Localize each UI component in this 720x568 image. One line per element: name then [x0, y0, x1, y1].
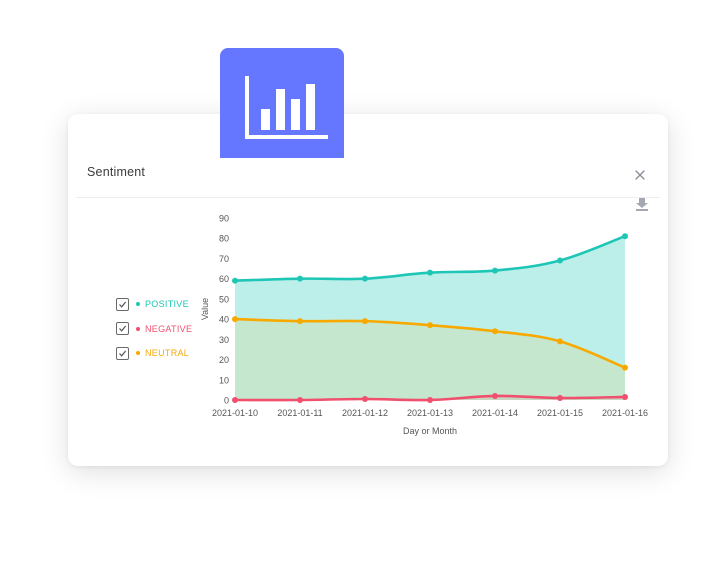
y-tick-label: 80	[219, 234, 229, 244]
x-axis-title: Day or Month	[403, 426, 457, 436]
header-divider	[76, 197, 660, 198]
data-point-neutral	[622, 364, 628, 371]
y-tick-label: 0	[224, 396, 229, 406]
checkbox[interactable]	[116, 297, 129, 311]
y-axis-title: Value	[200, 298, 210, 320]
data-point-positive	[492, 267, 498, 274]
data-point-positive	[297, 275, 303, 282]
data-point-negative	[427, 397, 433, 403]
legend-label: POSITIVE	[145, 299, 189, 310]
data-point-positive	[622, 233, 628, 240]
y-tick-label: 70	[219, 254, 229, 264]
data-point-negative	[362, 395, 368, 402]
x-tick-label: 2021-01-12	[342, 408, 388, 418]
x-tick-label: 2021-01-14	[472, 408, 518, 418]
data-point-negative	[622, 393, 628, 400]
bar-chart-icon	[245, 76, 328, 139]
sentiment-card: Sentiment POSITIVE NEGATIVE NE	[68, 114, 668, 466]
y-tick-label: 90	[219, 214, 229, 224]
series-area-neutral	[235, 319, 625, 400]
close-icon[interactable]	[632, 167, 648, 183]
y-tick-label: 50	[219, 294, 229, 304]
checkbox[interactable]	[116, 322, 129, 336]
x-tick-label: 2021-01-11	[277, 408, 322, 418]
legend-dot	[136, 351, 140, 356]
x-tick-label: 2021-01-15	[537, 408, 583, 418]
y-tick-label: 40	[219, 315, 229, 325]
x-tick-label: 2021-01-16	[602, 408, 648, 418]
data-point-neutral	[297, 318, 303, 325]
series-area-positive	[235, 236, 625, 400]
data-point-neutral	[362, 318, 368, 325]
checkbox[interactable]	[116, 346, 129, 360]
sentiment-area-chart: 0 10 20 30 40 50 60 70 80 90 2021-01-10 2021-01-11 2…	[200, 214, 648, 437]
data-point-positive	[427, 269, 433, 276]
download-icon[interactable]	[634, 196, 650, 212]
y-tick-label: 10	[219, 375, 229, 385]
data-point-negative	[232, 397, 238, 403]
data-point-neutral	[557, 338, 563, 345]
data-point-positive	[362, 275, 368, 282]
legend-dot	[136, 326, 140, 331]
data-point-negative	[492, 392, 498, 399]
legend-dot	[136, 302, 140, 307]
data-point-positive	[232, 277, 238, 284]
data-point-positive	[557, 257, 563, 264]
card-title: Sentiment	[87, 165, 146, 179]
y-tick-label: 30	[219, 335, 229, 345]
data-point-neutral	[492, 328, 498, 335]
chart-legend: POSITIVE NEGATIVE NEUTRAL	[116, 292, 192, 366]
checkmark-icon	[119, 325, 127, 332]
legend-label: NEGATIVE	[145, 323, 193, 334]
checkmark-icon	[119, 350, 127, 357]
x-tick-label: 2021-01-10	[212, 408, 258, 418]
chart-badge	[220, 48, 344, 158]
y-tick-label: 20	[219, 355, 229, 365]
legend-label: NEUTRAL	[145, 348, 190, 359]
data-point-neutral	[232, 316, 238, 323]
checkmark-icon	[119, 301, 127, 308]
legend-item-neutral[interactable]: NEUTRAL	[116, 341, 192, 366]
data-point-negative	[557, 394, 563, 401]
legend-item-positive[interactable]: POSITIVE	[116, 292, 192, 317]
data-point-neutral	[427, 322, 433, 329]
y-tick-label: 60	[219, 274, 229, 284]
legend-item-negative[interactable]: NEGATIVE	[116, 317, 192, 342]
data-point-negative	[297, 397, 303, 403]
x-tick-label: 2021-01-13	[407, 408, 453, 418]
